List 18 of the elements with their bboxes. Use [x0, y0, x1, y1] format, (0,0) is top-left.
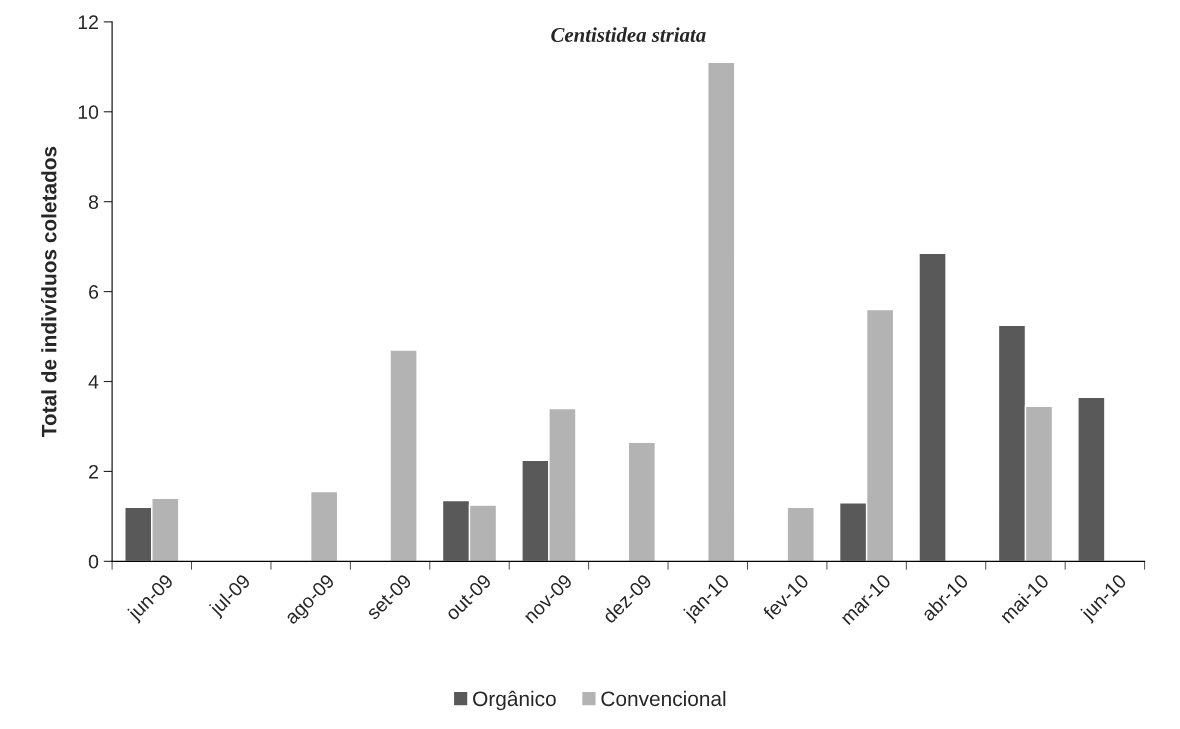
bar	[389, 349, 418, 562]
legend-label: Orgânico	[473, 690, 556, 711]
y-tick-label: 10	[78, 105, 99, 120]
bar	[309, 490, 339, 562]
bar	[786, 506, 815, 562]
bar	[1077, 396, 1106, 562]
bar	[918, 252, 947, 562]
y-tick-label: 6	[89, 285, 99, 299]
bar	[707, 61, 736, 562]
y-tick-label: 8	[88, 195, 99, 209]
legend-label: Convencional	[601, 690, 726, 707]
y-tick-label: 4	[88, 375, 99, 389]
bar	[627, 441, 657, 562]
chart-title: Centistidea striata	[551, 27, 706, 42]
y-tick-label: 12	[78, 15, 98, 29]
y-tick-label: 2	[89, 464, 98, 479]
y-tick-label: 0	[88, 554, 99, 569]
y-axis-title: Total de indivíduos coletados	[41, 146, 57, 438]
